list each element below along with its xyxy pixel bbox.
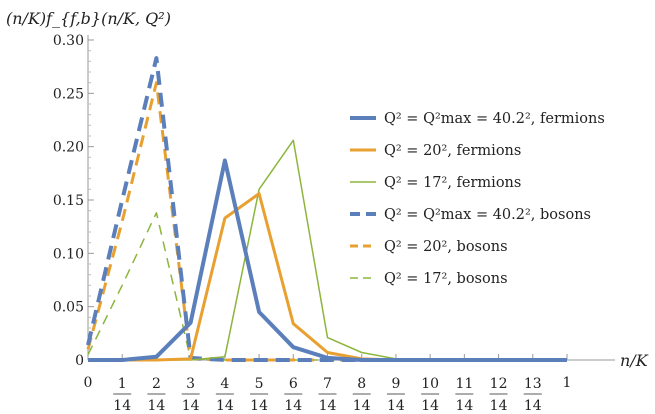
- y-tick-label: 0.05: [53, 300, 84, 316]
- x-tick-denominator: 14: [284, 398, 302, 414]
- legend-entry-label: Q² = Q²max = 40.2², bosons: [384, 207, 591, 223]
- x-tick-label: 1: [563, 375, 572, 391]
- x-tick-numerator: 6: [289, 376, 298, 392]
- y-tick-label: 0.10: [53, 246, 84, 262]
- y-axis-title: (n/K)f_{f,b}(n/K, Q²): [6, 9, 171, 28]
- x-tick-denominator: 14: [113, 398, 131, 414]
- legend-entry-label: Q² = Q²max = 40.2², fermions: [384, 111, 605, 127]
- x-tick-denominator: 14: [182, 398, 200, 414]
- x-tick-numerator: 12: [490, 376, 508, 392]
- x-tick-numerator: 3: [186, 376, 195, 392]
- x-tick-numerator: 13: [524, 376, 542, 392]
- x-tick-denominator: 14: [148, 398, 166, 414]
- y-tick-label: 0.15: [53, 193, 84, 209]
- x-tick-numerator: 4: [220, 376, 229, 392]
- y-tick-label: 0.20: [53, 140, 84, 156]
- x-tick-denominator: 14: [455, 398, 473, 414]
- x-axis-title: n/K: [620, 351, 649, 370]
- series-line-0: [88, 158, 567, 362]
- x-tick-label: 0: [84, 375, 93, 391]
- legend-entry-label: Q² = 20², bosons: [384, 239, 508, 255]
- x-tick-denominator: 14: [387, 398, 405, 414]
- x-tick-numerator: 1: [118, 376, 127, 392]
- x-tick-denominator: 14: [319, 398, 337, 414]
- x-tick-denominator: 14: [353, 398, 371, 414]
- x-tick-denominator: 14: [524, 398, 542, 414]
- axes: 0 0.05 0.10 0.15 0.20 0.25 0.30 0 1 14 2 14 3 14 4 14 5 1…: [53, 33, 615, 414]
- x-tick-numerator: 11: [455, 376, 473, 392]
- legend-entry-label: Q² = 17², fermions: [384, 175, 521, 191]
- x-tick-numerator: 7: [323, 376, 332, 392]
- x-tick-denominator: 14: [490, 398, 508, 414]
- series-layer: [86, 56, 567, 362]
- x-tick-denominator: 14: [421, 398, 439, 414]
- y-tick-label: 0: [75, 353, 84, 369]
- y-tick-label: 0.25: [53, 86, 84, 102]
- legend-entry-label: Q² = 20², fermions: [384, 143, 521, 159]
- x-tick-denominator: 14: [216, 398, 234, 414]
- x-tick-numerator: 9: [391, 376, 400, 392]
- y-tick-label: 0.30: [53, 33, 84, 49]
- x-tick-numerator: 10: [421, 376, 439, 392]
- x-tick-numerator: 8: [357, 376, 366, 392]
- legend-entry-label: Q² = 17², bosons: [384, 271, 508, 287]
- x-tick-denominator: 14: [250, 398, 268, 414]
- x-tick-numerator: 2: [152, 376, 161, 392]
- x-tick-numerator: 5: [255, 376, 264, 392]
- legend: Q² = Q²max = 40.2², fermions Q² = 20², fe…: [350, 111, 605, 287]
